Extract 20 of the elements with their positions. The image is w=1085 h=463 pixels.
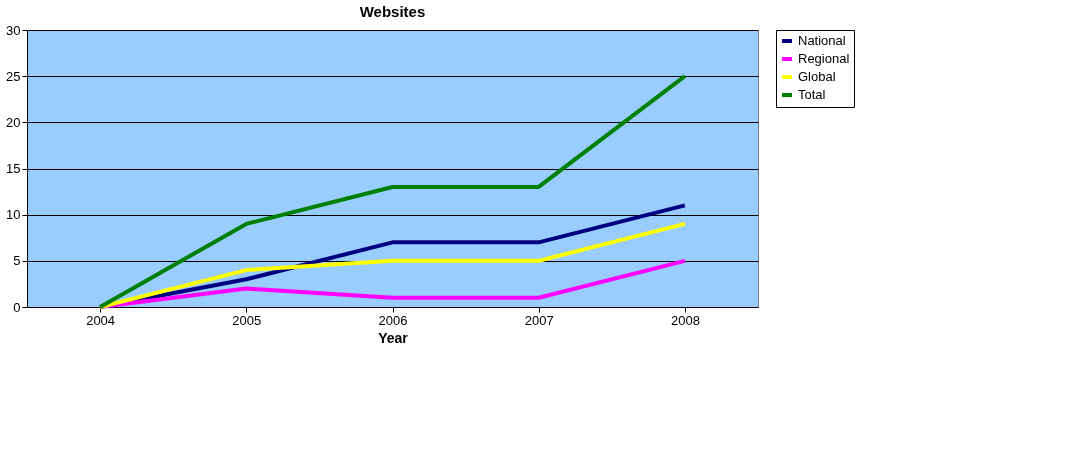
x-tick-label: 2005 (232, 312, 262, 328)
y-tick-label: 5 (13, 253, 21, 269)
x-tick-label: 2004 (86, 312, 116, 328)
legend-label: National (798, 33, 846, 48)
x-axis-title: Year (378, 329, 409, 346)
x-tick-label: 2008 (670, 312, 700, 328)
line-series (98, 221, 687, 309)
x-tick-label: 2006 (378, 312, 408, 328)
y-tick-label: 0 (13, 299, 21, 315)
y-tick-label: 10 (6, 207, 21, 223)
x-tick-label: 2007 (524, 312, 554, 328)
y-tick-label: 25 (6, 68, 21, 84)
line-series (98, 74, 687, 309)
y-tick-label: 30 (6, 22, 21, 38)
y-tick-label: 15 (6, 161, 21, 176)
legend-label: Total (798, 87, 826, 102)
legend-label: Global (798, 69, 836, 84)
chart-title: Websites (359, 3, 426, 20)
y-tick-label: 20 (6, 114, 21, 130)
legend-label: Regional (798, 51, 850, 66)
